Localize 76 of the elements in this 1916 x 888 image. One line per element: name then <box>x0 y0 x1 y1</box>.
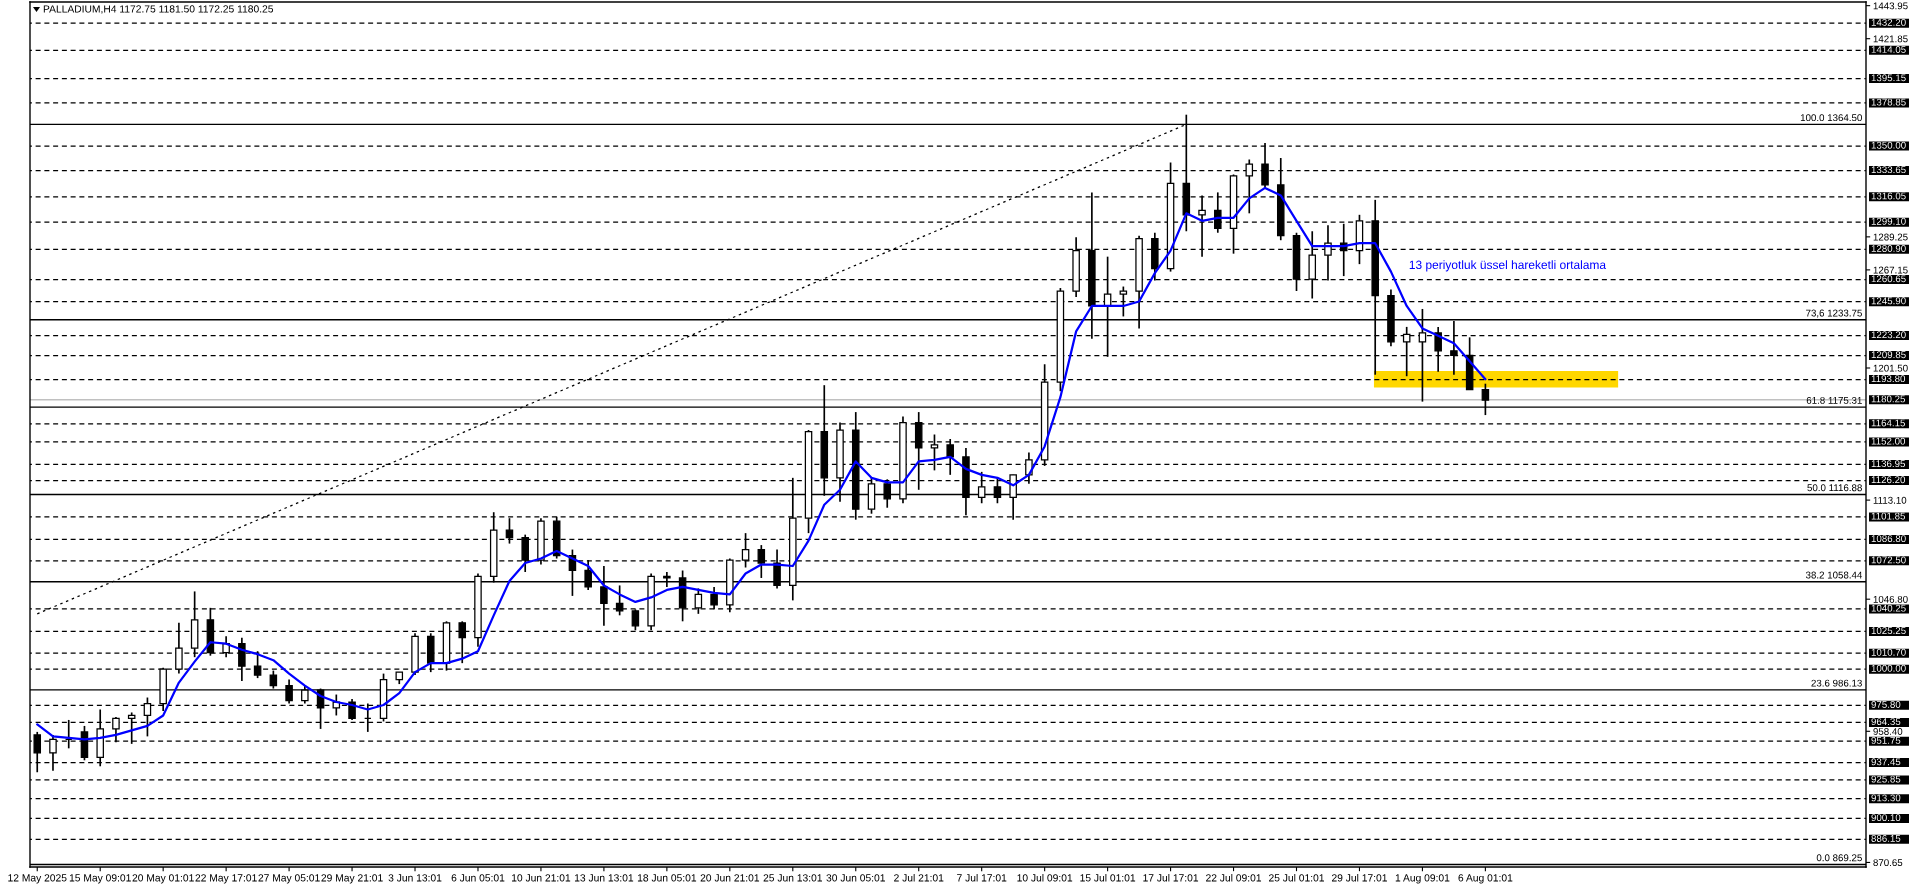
x-tick-label: 20 Jun 21:01 <box>700 874 760 882</box>
y-tick-label: 1046.80 <box>1873 595 1908 603</box>
x-tick-label: 27 May 05:01 <box>258 874 320 884</box>
ref-line-label: 1040.25 <box>1871 604 1906 612</box>
ref-line-label: 1000.00 <box>1871 664 1906 672</box>
ref-line-label: 61.8 1175.31 <box>1806 396 1862 404</box>
x-tick-label: 2 Jul 21:01 <box>894 873 944 882</box>
ref-line-label: 1126.20 <box>1871 476 1906 484</box>
ref-line-label: 1101.85 <box>1871 512 1906 520</box>
ref-line-label: 913.30 <box>1871 794 1901 802</box>
ref-line-label: 1209.85 <box>1871 351 1906 359</box>
x-tick-label: 10 Jul 09:01 <box>1017 873 1073 882</box>
x-tick-label: 7 Jul 17:01 <box>957 873 1007 882</box>
y-tick-label: 870.65 <box>1873 859 1903 867</box>
chart-title: PALLADIUM,H4 1172.75 1181.50 1172.25 1180.25 <box>43 5 274 14</box>
x-tick-label: 29 Jul 17:01 <box>1331 873 1387 882</box>
ref-line-label: 1350.00 <box>1871 141 1906 149</box>
ref-line-label: 1086.80 <box>1871 535 1906 543</box>
y-tick-label: 958.40 <box>1873 728 1903 735</box>
ref-line-label: 38.2 1058.44 <box>1805 571 1863 579</box>
x-tick-label: 29 May 21:01 <box>321 874 383 884</box>
ref-line-label: 951.75 <box>1871 736 1901 744</box>
ref-line-label: 1180.25 <box>1871 395 1906 403</box>
ref-line-label: 1136.95 <box>1871 460 1906 468</box>
x-tick-label: 17 Jul 17:01 <box>1143 873 1199 882</box>
ref-line-label: 1260.65 <box>1871 275 1906 283</box>
ref-line-label: 1193.80 <box>1871 375 1906 383</box>
ref-line-label: 1432.20 <box>1871 18 1906 26</box>
x-tick-label: 10 Jun 21:01 <box>512 874 571 882</box>
x-tick-label: 15 May 09:01 <box>69 874 131 884</box>
ref-line-label: 1316.05 <box>1871 192 1906 200</box>
x-tick-label: 15 Jul 01:01 <box>1080 873 1136 882</box>
x-tick-label: 18 Jun 05:01 <box>637 874 697 882</box>
ref-line-label: 1414.05 <box>1871 46 1906 53</box>
y-tick-label: 1443.95 <box>1873 2 1908 10</box>
ref-line-label: 73,6 1233.75 <box>1806 309 1862 318</box>
ref-line-label: 1223.20 <box>1871 331 1906 339</box>
ref-line-label: 886.15 <box>1871 835 1901 842</box>
ref-line-label: 1333.65 <box>1871 166 1906 174</box>
series-label: 13 periyotluk üssel hareketli ortalama <box>1409 260 1607 272</box>
ref-line-label: 1395.15 <box>1871 74 1906 82</box>
ref-line-label: 964.35 <box>1871 718 1901 726</box>
ref-line-label: 925.85 <box>1871 775 1901 783</box>
x-tick-label: 13 Jun 13:01 <box>574 874 634 882</box>
y-tick-label: 1201.50 <box>1873 364 1908 372</box>
x-tick-label: 22 Jul 09:01 <box>1206 873 1262 882</box>
ref-line-label: 1025.25 <box>1871 627 1906 635</box>
ref-line-label: 1164.15 <box>1871 419 1906 427</box>
ref-line-label: 1010.70 <box>1871 648 1906 656</box>
y-tick-label: 1267.15 <box>1873 266 1908 274</box>
ref-line-label: 900.10 <box>1871 814 1901 822</box>
x-tick-label: 25 Jul 01:01 <box>1269 873 1324 882</box>
x-tick-label: 12 May 2025 <box>8 874 67 884</box>
ref-line-label: 50.0 1116.88 <box>1807 484 1862 492</box>
ref-line-label: 975.80 <box>1871 701 1901 708</box>
ref-line-label: 1152.00 <box>1871 437 1906 445</box>
x-tick-label: 6 Jun 05:01 <box>451 874 505 882</box>
ref-line-label: 23.6 986.13 <box>1811 679 1862 687</box>
y-tick-label: 1421.85 <box>1873 35 1908 43</box>
x-tick-label: 20 May 01:01 <box>132 874 194 884</box>
x-tick-label: 25 Jun 13:01 <box>763 874 823 882</box>
ref-line-label: 1280.90 <box>1871 245 1906 252</box>
ref-line-label: 1072.50 <box>1871 556 1906 564</box>
ref-line-label: 1245.90 <box>1871 297 1906 305</box>
x-tick-label: 6 Aug 01:01 <box>1458 874 1513 884</box>
x-tick-label: 22 May 17:01 <box>195 874 257 884</box>
y-tick-label: 1113.10 <box>1873 496 1907 504</box>
ref-line-label: 1378.85 <box>1871 98 1906 106</box>
ref-line-label: 100.0 1364.50 <box>1800 114 1862 122</box>
y-tick-label: 1289.25 <box>1873 233 1908 241</box>
ref-line-label: 937.45 <box>1871 758 1901 766</box>
x-tick-label: 1 Aug 09:01 <box>1395 874 1450 884</box>
x-tick-label: 30 Jun 05:01 <box>826 874 885 882</box>
ref-line-label: 0.0 869.25 <box>1816 854 1862 862</box>
x-tick-label: 3 Jun 13:01 <box>388 874 442 882</box>
ref-line-label: 1299.10 <box>1871 217 1906 225</box>
